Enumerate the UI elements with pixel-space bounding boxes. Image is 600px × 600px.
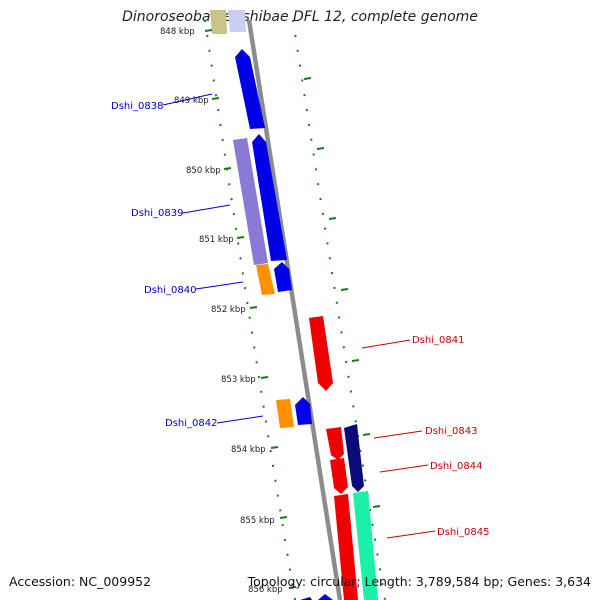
gene-arrow-dshi-0843[interactable] xyxy=(326,427,344,460)
tick-label-851: 851 kbp xyxy=(199,235,234,245)
gene-arrow-dshi-0845[interactable] xyxy=(334,494,358,600)
tick-label-852: 852 kbp xyxy=(211,305,246,315)
position-ticks: 848 kbp 849 kbp 850 kbp 851 kbp 852 kbp … xyxy=(160,27,297,595)
tick-label-850: 850 kbp xyxy=(186,166,221,176)
gene-features xyxy=(210,10,378,600)
gene-arrow-dshi-0840-b[interactable] xyxy=(274,262,292,292)
gene-arrow-dshi-0839[interactable] xyxy=(233,138,268,265)
gene-label-dshi-0840[interactable]: Dshi_0840 xyxy=(144,285,196,296)
genome-backbone xyxy=(246,19,343,600)
gene-arrow-dshi-0839-b[interactable] xyxy=(252,134,287,261)
genome-summary-text: Topology: circular; Length: 3,789,584 bp… xyxy=(247,574,591,589)
tick-label-848: 848 kbp xyxy=(160,27,195,37)
partial-gene-bottom-b[interactable] xyxy=(318,594,333,600)
gene-arrow-dshi-0842[interactable] xyxy=(276,399,294,428)
gene-labels: Dshi_0838 Dshi_0839 Dshi_0840 Dshi_0841 … xyxy=(111,93,489,539)
gene-arrow-dshi-0841[interactable] xyxy=(309,316,333,391)
gene-arrow-dshi-0843-b[interactable] xyxy=(344,424,364,492)
gene-label-dshi-0843[interactable]: Dshi_0843 xyxy=(425,426,477,437)
partial-gene-bottom[interactable] xyxy=(300,597,312,600)
gene-label-dshi-0842[interactable]: Dshi_0842 xyxy=(165,418,217,429)
tick-label-854: 854 kbp xyxy=(231,445,266,455)
gene-label-dshi-0839[interactable]: Dshi_0839 xyxy=(131,208,183,219)
tick-label-849: 849 kbp xyxy=(174,96,209,106)
tick-label-856: 856 kbp xyxy=(248,585,283,595)
accession-text: Accession: NC_009952 xyxy=(9,574,152,589)
partial-gene-top-right[interactable] xyxy=(228,10,246,32)
gene-label-dshi-0838[interactable]: Dshi_0838 xyxy=(111,101,163,112)
gene-arrow-dshi-0838[interactable] xyxy=(235,49,265,129)
tick-label-853: 853 kbp xyxy=(221,375,256,385)
gene-arrow-dshi-0844[interactable] xyxy=(330,458,348,494)
outer-ring-dashes xyxy=(303,77,381,508)
gene-label-dshi-0844[interactable]: Dshi_0844 xyxy=(430,461,482,472)
gene-arrow-dshi-0842-b[interactable] xyxy=(295,397,312,425)
gene-label-dshi-0841[interactable]: Dshi_0841 xyxy=(412,335,464,346)
gene-arrow-dshi-0845-b[interactable] xyxy=(353,491,378,600)
gene-arrow-dshi-0840[interactable] xyxy=(256,264,275,295)
partial-gene-top-left[interactable] xyxy=(210,10,227,34)
gene-label-dshi-0845[interactable]: Dshi_0845 xyxy=(437,527,489,538)
tick-label-855: 855 kbp xyxy=(240,516,275,526)
